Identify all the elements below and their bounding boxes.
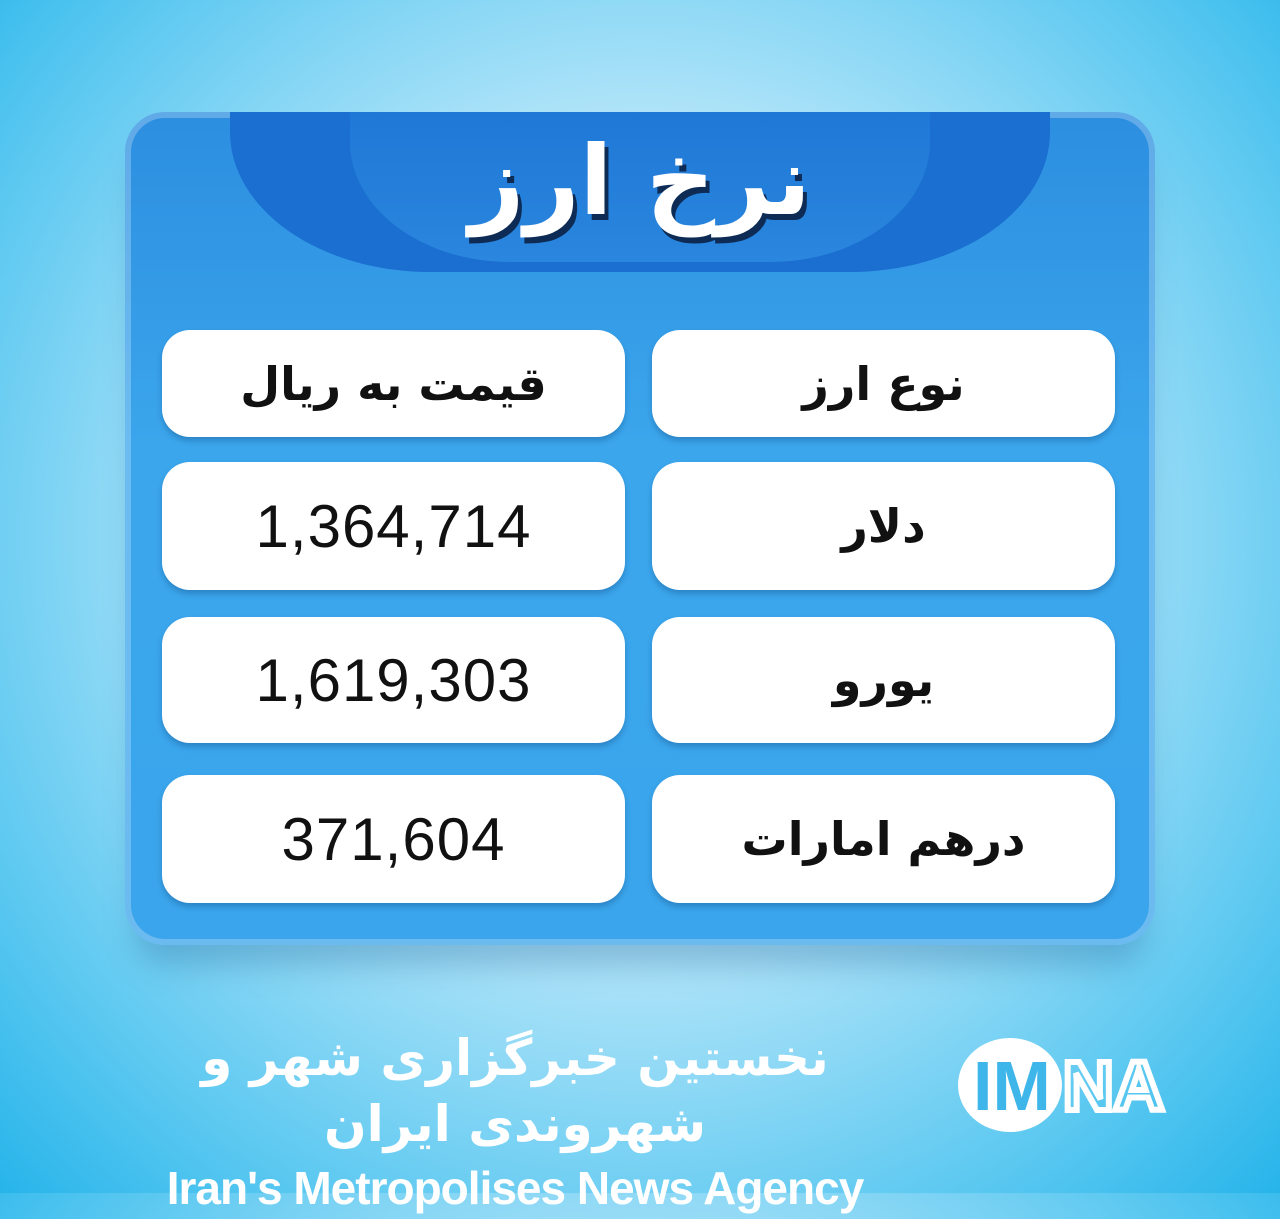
page-title: نرخ ارز — [469, 125, 811, 237]
svg-text:IM: IM — [973, 1047, 1051, 1125]
tagline-fa: نخستین خبرگزاری شهر و شهروندی ایران — [201, 1029, 829, 1153]
price-cell: 1,364,714 — [162, 462, 625, 590]
footer: نخستین خبرگزاری شهر و شهروندی ایران Iran… — [95, 1025, 935, 1219]
header-price: قیمت به ریال — [162, 330, 625, 437]
svg-text:NA: NA — [1063, 1047, 1164, 1125]
currency-cell: یورو — [652, 617, 1115, 743]
price-cell: 371,604 — [162, 775, 625, 903]
tagline-en: Iran's Metropolises News Agency — [166, 1162, 865, 1214]
currency-cell: درهم امارات — [652, 775, 1115, 903]
imna-logo: IM NA — [958, 1038, 1167, 1132]
currency-cell: دلار — [652, 462, 1115, 590]
title-tab — [230, 112, 1050, 272]
header-currency: نوع ارز — [652, 330, 1115, 437]
price-cell: 1,619,303 — [162, 617, 625, 743]
